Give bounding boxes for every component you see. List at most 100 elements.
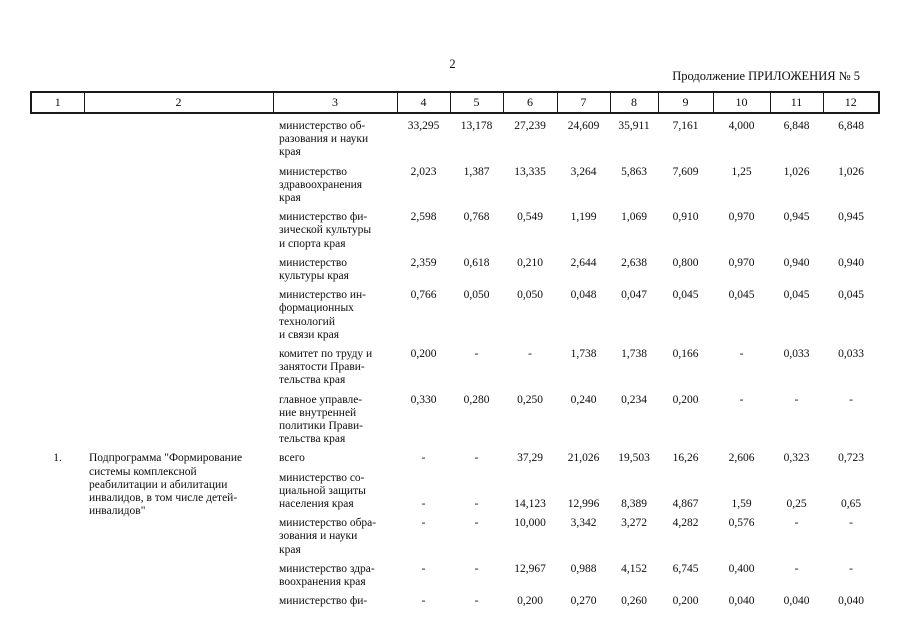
subprogram-name-cell: Подпрограмма "Формирование системы компл… xyxy=(89,452,243,518)
value-cell: 0,940 xyxy=(838,256,864,269)
value-cell: 0,970 xyxy=(728,211,755,224)
value-cell: 33,295 xyxy=(407,120,440,132)
value-cell: 0,234 xyxy=(621,393,647,406)
value-cell: 0,200 xyxy=(410,348,437,361)
value-cell: 0,050 xyxy=(463,289,490,302)
value-cell: - xyxy=(794,393,799,406)
executor-cell: министерство об- разования и науки края xyxy=(279,120,369,159)
column-number-header: 8 xyxy=(609,91,659,114)
value-cell: 0,910 xyxy=(672,211,699,224)
column-number-header: 6 xyxy=(502,91,558,114)
value-cell: 0,240 xyxy=(570,393,597,406)
column-number-header: 11 xyxy=(769,91,824,114)
value-cell: 0,033 xyxy=(783,348,810,361)
value-cell: 0,618 xyxy=(463,256,490,269)
value-cell: - xyxy=(849,562,853,575)
table-row: министерство здра- воохранения края - - … xyxy=(31,563,879,595)
value-cell: - xyxy=(421,595,426,608)
value-cell: 0,330 xyxy=(410,393,437,406)
value-cell: - xyxy=(849,393,853,406)
value-cell: 12,967 xyxy=(514,562,546,575)
executor-cell: министерство обра- зования и науки края xyxy=(279,517,377,556)
value-cell: 1,387 xyxy=(463,165,490,178)
executor-cell: министерство культуры края xyxy=(279,256,349,283)
value-cell: 0,768 xyxy=(463,211,490,224)
value-cell: - xyxy=(421,562,426,575)
value-cell: 1,026 xyxy=(783,165,810,178)
value-cell: 8,389 xyxy=(621,498,647,511)
value-cell: 0,323 xyxy=(783,452,810,465)
value-cell: 0,048 xyxy=(570,289,597,302)
value-cell: 0,280 xyxy=(463,393,490,406)
value-cell: 0,045 xyxy=(838,289,864,302)
value-cell: 6,745 xyxy=(672,562,699,575)
value-cell: 4,152 xyxy=(621,562,647,575)
value-cell: 0,166 xyxy=(672,348,699,361)
value-cell: 5,863 xyxy=(621,165,647,178)
value-cell: 0,040 xyxy=(838,595,864,608)
column-number-header: 9 xyxy=(657,91,714,114)
value-cell: 2,598 xyxy=(410,211,437,224)
value-cell: 3,264 xyxy=(570,165,597,178)
value-cell: 24,609 xyxy=(567,120,600,132)
value-cell: 13,335 xyxy=(514,165,546,178)
value-cell: 4,000 xyxy=(728,120,755,132)
table-row: комитет по труду и занятости Прави- тель… xyxy=(31,348,879,394)
appendix-continuation-title: Продолжение ПРИЛОЖЕНИЯ № 5 xyxy=(672,69,860,83)
value-cell: 0,260 xyxy=(621,595,647,608)
value-cell: 2,359 xyxy=(410,256,437,269)
value-cell: 0,940 xyxy=(783,256,810,269)
value-cell: 0,766 xyxy=(410,289,437,302)
appendix-table: 1 2 3 4 5 6 7 8 9 10 11 12 министерство … xyxy=(30,91,880,615)
value-cell: 0,047 xyxy=(621,289,647,302)
page-number: 2 xyxy=(449,57,456,71)
executor-cell: министерство ин- формационных технологий… xyxy=(279,289,366,341)
value-cell: - xyxy=(474,595,479,608)
value-cell: 0,945 xyxy=(838,211,864,224)
value-cell: - xyxy=(794,562,799,575)
column-number-header: 2 xyxy=(83,91,274,114)
value-cell: 0,045 xyxy=(783,289,810,302)
value-cell: 0,200 xyxy=(672,595,699,608)
value-cell: 0,200 xyxy=(517,595,543,608)
value-cell: 0,040 xyxy=(728,595,755,608)
executor-cell: министерство здра- воохранения края xyxy=(279,562,375,589)
value-cell: 0,200 xyxy=(672,393,699,406)
row-number-cell xyxy=(31,113,84,452)
value-cell: 1,026 xyxy=(838,165,864,178)
executor-cell: всего xyxy=(279,452,305,465)
value-cell: 1,25 xyxy=(731,165,752,178)
value-cell: 6,848 xyxy=(838,120,864,132)
value-cell: 3,272 xyxy=(621,517,647,530)
column-number-header: 7 xyxy=(556,91,611,114)
value-cell: 4,282 xyxy=(672,517,699,530)
value-cell: 1,738 xyxy=(621,348,647,361)
value-cell: - xyxy=(421,498,426,511)
value-cell: 0,970 xyxy=(728,256,755,269)
table-row: министерство ин- формационных технологий… xyxy=(31,289,879,348)
value-cell: 10,000 xyxy=(514,517,546,530)
table-row: министерство здравоохранения края 2,023 … xyxy=(31,166,879,212)
value-cell: 1,199 xyxy=(570,211,597,224)
value-cell: 0,800 xyxy=(672,256,699,269)
value-cell: - xyxy=(474,517,479,530)
value-cell: 0,210 xyxy=(517,256,543,269)
executor-cell: министерство фи- зической культуры и спо… xyxy=(279,211,372,250)
value-cell: 37,29 xyxy=(517,452,543,465)
value-cell: 0,033 xyxy=(838,348,864,361)
subprogram-name-cell xyxy=(84,113,273,452)
value-cell: - xyxy=(474,498,479,511)
table-row: министерство фи- зической культуры и спо… xyxy=(31,211,879,257)
row-number-cell: 1. xyxy=(53,452,62,465)
value-cell: 0,25 xyxy=(786,498,807,511)
value-cell: - xyxy=(421,452,426,465)
table-row: министерство обра- зования и науки края … xyxy=(31,517,879,563)
column-number-header-row: 1 2 3 4 5 6 7 8 9 10 11 12 xyxy=(30,91,880,114)
table-row: 1. Подпрограмма "Формирование системы ко… xyxy=(31,452,879,517)
value-cell: 0,549 xyxy=(517,211,543,224)
table-row: главное управле- ние внутренней политики… xyxy=(31,394,879,453)
value-cell: 0,400 xyxy=(728,562,755,575)
value-cell: 27,239 xyxy=(514,120,546,132)
value-cell: - xyxy=(474,348,479,361)
